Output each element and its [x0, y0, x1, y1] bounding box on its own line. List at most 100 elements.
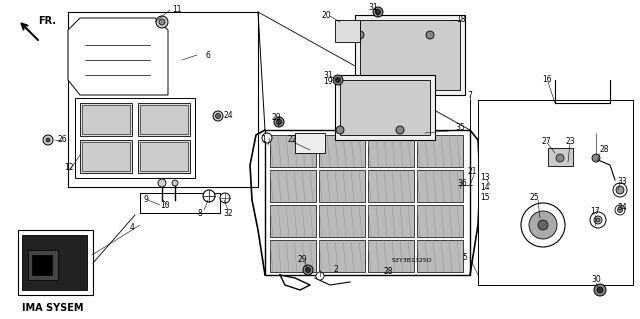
Text: 12: 12: [64, 164, 74, 173]
Circle shape: [616, 186, 624, 194]
Bar: [319, 170, 365, 202]
Bar: [140, 193, 220, 213]
Text: 31: 31: [368, 4, 378, 12]
Bar: [138, 140, 190, 173]
Text: 10: 10: [160, 201, 170, 210]
Bar: [500, 175, 585, 220]
Bar: [138, 103, 190, 136]
Bar: [368, 170, 414, 202]
Text: 28: 28: [600, 145, 609, 154]
Bar: [140, 105, 188, 134]
Text: 21: 21: [467, 167, 477, 176]
Bar: [417, 170, 463, 202]
Bar: [75, 98, 195, 178]
Bar: [490, 165, 600, 280]
Bar: [368, 205, 414, 237]
Circle shape: [316, 272, 324, 280]
Text: 2: 2: [333, 264, 338, 273]
Circle shape: [43, 135, 53, 145]
Bar: [417, 240, 463, 272]
Text: 31: 31: [323, 71, 333, 80]
Circle shape: [305, 268, 310, 272]
Circle shape: [396, 126, 404, 134]
Circle shape: [426, 31, 434, 39]
Text: 34: 34: [617, 203, 627, 211]
Bar: [80, 103, 132, 136]
Circle shape: [276, 120, 282, 124]
Bar: [68, 12, 258, 187]
Bar: [417, 205, 463, 237]
Circle shape: [274, 117, 284, 127]
Circle shape: [333, 75, 343, 85]
Bar: [140, 142, 188, 171]
Bar: [319, 205, 365, 237]
Circle shape: [158, 179, 166, 187]
Circle shape: [213, 111, 223, 121]
Text: 22: 22: [288, 136, 298, 145]
Bar: [319, 240, 365, 272]
Circle shape: [615, 205, 625, 215]
Circle shape: [594, 216, 602, 224]
Circle shape: [376, 10, 381, 14]
Text: 11: 11: [172, 5, 182, 14]
Circle shape: [373, 7, 383, 17]
Circle shape: [596, 218, 600, 222]
Circle shape: [172, 180, 178, 186]
Bar: [495, 170, 595, 275]
Text: 16: 16: [542, 75, 552, 84]
Text: 33: 33: [617, 176, 627, 186]
Ellipse shape: [87, 27, 127, 83]
Text: 35: 35: [455, 123, 465, 132]
Text: 19: 19: [323, 78, 333, 86]
Text: 26: 26: [57, 136, 67, 145]
Text: 5: 5: [462, 254, 467, 263]
Bar: [295, 133, 325, 153]
Text: S3Y3B1325D: S3Y3B1325D: [392, 257, 432, 263]
Text: 13: 13: [480, 174, 490, 182]
Bar: [335, 75, 435, 140]
Bar: [548, 148, 573, 166]
Circle shape: [159, 19, 165, 25]
Circle shape: [356, 31, 364, 39]
Text: 32: 32: [223, 209, 232, 218]
Circle shape: [592, 154, 600, 162]
Bar: [80, 140, 132, 173]
Text: 23: 23: [566, 137, 575, 146]
Bar: [32, 255, 52, 275]
Circle shape: [356, 96, 364, 104]
Bar: [18, 230, 93, 295]
Circle shape: [529, 211, 557, 239]
Circle shape: [220, 193, 230, 203]
Text: 20: 20: [322, 11, 332, 19]
Circle shape: [426, 96, 434, 104]
Circle shape: [336, 126, 344, 134]
Text: 7: 7: [467, 92, 472, 100]
Circle shape: [521, 203, 565, 247]
Bar: [28, 250, 58, 280]
Circle shape: [613, 183, 627, 197]
Text: IMA SYSEM: IMA SYSEM: [22, 303, 84, 313]
Circle shape: [618, 207, 623, 212]
Text: 1: 1: [261, 136, 266, 145]
Text: 8: 8: [197, 209, 202, 218]
Bar: [270, 205, 316, 237]
Text: 25: 25: [530, 192, 540, 202]
Text: 36: 36: [457, 179, 467, 188]
Text: 14: 14: [480, 183, 490, 192]
Bar: [368, 135, 414, 167]
Text: 28: 28: [383, 266, 392, 276]
Bar: [340, 80, 430, 135]
Text: 27: 27: [541, 137, 550, 146]
Bar: [478, 100, 633, 285]
Bar: [368, 240, 414, 272]
Polygon shape: [68, 18, 168, 95]
Text: FR.: FR.: [38, 16, 56, 26]
Circle shape: [203, 190, 215, 202]
Bar: [360, 20, 460, 90]
Bar: [500, 225, 585, 270]
Circle shape: [335, 78, 340, 83]
Text: 15: 15: [480, 194, 490, 203]
Bar: [82, 142, 130, 171]
Circle shape: [46, 138, 50, 142]
Text: 29: 29: [298, 255, 308, 263]
